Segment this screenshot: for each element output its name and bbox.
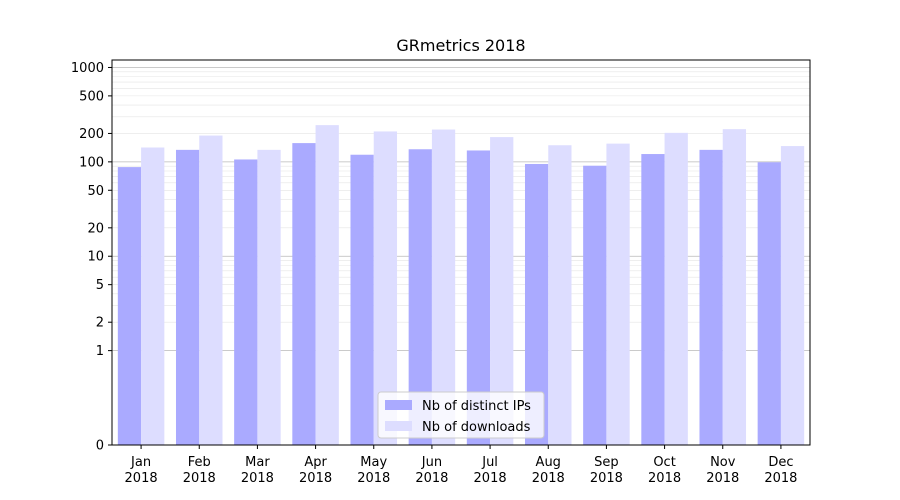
x-tick-label-line: Apr xyxy=(304,455,327,470)
bar-nb-of-distinct-ips xyxy=(408,149,432,445)
x-tick-label-line: 2018 xyxy=(125,471,158,486)
x-tick-label-line: Jun xyxy=(421,455,442,470)
x-tick-label-line: Aug xyxy=(536,455,561,470)
y-tick-label: 1000 xyxy=(71,61,104,76)
x-tick-label: Nov 2018 xyxy=(706,455,739,486)
bar-nb-of-downloads xyxy=(606,143,630,446)
x-tick-label-line: 2018 xyxy=(474,471,507,486)
y-tick-label: 500 xyxy=(79,89,104,104)
plot-area-frame xyxy=(111,59,811,446)
y-tick-label: 2 xyxy=(96,316,104,331)
x-tick-label: Aug 2018 xyxy=(532,455,565,486)
x-tick-label-line: 2018 xyxy=(648,471,681,486)
x-tick-label: Mar 2018 xyxy=(241,455,274,486)
x-tick-label-line: 2018 xyxy=(706,471,739,486)
bar-nb-of-downloads xyxy=(315,125,339,446)
x-tick-label-line: Oct xyxy=(653,455,675,470)
x-tick-label-line: 2018 xyxy=(299,471,332,486)
x-tick-label-line: 2018 xyxy=(183,471,216,486)
x-tick-label: Oct 2018 xyxy=(648,455,681,486)
x-tick-label-line: 2018 xyxy=(357,471,390,486)
y-tick-label: 20 xyxy=(87,221,104,236)
x-tick-label-line: Jan xyxy=(130,455,151,470)
bar-nb-of-downloads xyxy=(431,129,456,446)
x-tick-label-line: 2018 xyxy=(764,471,797,486)
bar-nb-of-downloads xyxy=(490,137,514,446)
y-tick-label: 100 xyxy=(79,155,104,170)
bar-nb-of-distinct-ips xyxy=(117,167,142,445)
legend-label: Nb of distinct IPs xyxy=(422,399,531,414)
x-tick-label: Sep 2018 xyxy=(590,455,623,486)
x-tick-label: Feb 2018 xyxy=(183,455,216,486)
bar-nb-of-distinct-ips xyxy=(350,154,374,445)
bar-nb-of-distinct-ips xyxy=(583,165,607,445)
x-tick-label: Jun 2018 xyxy=(415,455,448,486)
x-tick-label-line: Dec xyxy=(768,455,793,470)
x-tick-label-line: Mar xyxy=(245,455,270,470)
bar-nb-of-distinct-ips xyxy=(175,149,200,445)
x-tick-label-line: 2018 xyxy=(241,471,274,486)
legend-box xyxy=(377,391,545,439)
bar-nb-of-downloads xyxy=(548,145,572,445)
bar-nb-of-distinct-ips xyxy=(757,162,781,445)
legend-label: Nb of downloads xyxy=(422,420,531,435)
chart-title: GRmetrics 2018 xyxy=(396,36,525,55)
x-tick-label: Dec 2018 xyxy=(764,455,797,486)
bar-nb-of-distinct-ips xyxy=(641,154,665,446)
legend-swatch xyxy=(385,421,412,431)
bar-nb-of-downloads xyxy=(664,132,688,445)
y-tick-label: 5 xyxy=(96,278,104,293)
y-tick-label: 200 xyxy=(79,127,104,142)
bar-nb-of-downloads xyxy=(199,135,223,445)
bar-nb-of-downloads xyxy=(373,131,398,445)
legend: Nb of distinct IPs Nb of downloads xyxy=(377,391,545,439)
y-tick-label: 1 xyxy=(96,344,104,359)
x-tick-label: Jan 2018 xyxy=(125,455,158,486)
bar-nb-of-distinct-ips xyxy=(699,149,723,445)
bar-nb-of-downloads xyxy=(780,146,805,446)
bar-nb-of-distinct-ips xyxy=(524,163,549,445)
legend-swatch xyxy=(385,400,412,410)
bar-nb-of-downloads xyxy=(722,129,747,445)
bar-nb-of-downloads xyxy=(141,147,165,445)
x-tick-label-line: Sep xyxy=(594,455,619,470)
x-tick-label-line: Jul xyxy=(481,455,498,470)
y-tick-label: 50 xyxy=(87,184,104,199)
bars-layer xyxy=(117,125,805,446)
x-tick-label: Apr 2018 xyxy=(299,455,332,486)
x-tick-label-line: 2018 xyxy=(415,471,448,486)
bar-nb-of-distinct-ips xyxy=(234,159,258,445)
bar-nb-of-distinct-ips xyxy=(466,150,491,445)
x-tick-label-line: May xyxy=(360,455,387,470)
x-tick-label: May 2018 xyxy=(357,455,390,486)
x-tick-label-line: Nov xyxy=(710,455,736,470)
x-tick-label-line: 2018 xyxy=(590,471,623,486)
y-tick-label: 0 xyxy=(96,439,104,454)
bar-nb-of-distinct-ips xyxy=(292,143,316,445)
grid-layer xyxy=(112,67,810,352)
x-tick-label-line: 2018 xyxy=(532,471,565,486)
x-tick-label: Jul 2018 xyxy=(474,455,507,486)
bar-nb-of-downloads xyxy=(257,149,281,445)
x-tick-label-line: Feb xyxy=(188,455,211,470)
y-tick-label: 10 xyxy=(87,250,104,265)
